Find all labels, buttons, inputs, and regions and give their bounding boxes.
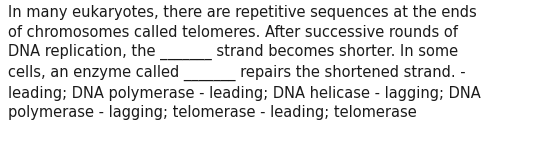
Text: In many eukaryotes, there are repetitive sequences at the ends
of chromosomes ca: In many eukaryotes, there are repetitive… <box>8 5 481 120</box>
